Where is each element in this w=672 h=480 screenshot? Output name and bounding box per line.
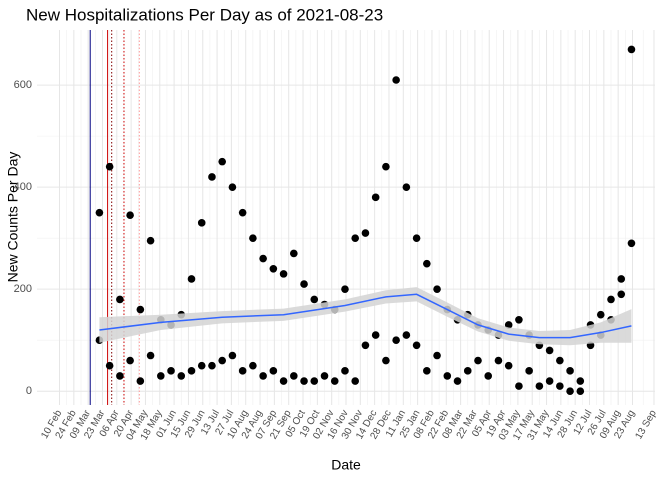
point [545, 346, 554, 355]
point [126, 356, 134, 365]
point [310, 377, 319, 385]
point [423, 367, 431, 375]
point [545, 377, 554, 385]
point [463, 367, 472, 375]
point [627, 45, 636, 54]
point [300, 377, 308, 385]
point [556, 382, 564, 390]
y-tick-label: 0 [26, 385, 32, 397]
point [556, 356, 564, 365]
point [228, 351, 237, 360]
point [371, 193, 380, 202]
point [484, 372, 493, 380]
point [412, 341, 421, 350]
point [249, 361, 257, 370]
y-axis-label: New Counts Per Day [5, 152, 21, 283]
point [218, 157, 226, 166]
point [105, 162, 114, 171]
point [443, 372, 452, 380]
point [361, 341, 370, 350]
point [126, 211, 134, 220]
point [157, 372, 165, 380]
confidence-band [99, 287, 632, 346]
y-tick-label: 200 [14, 283, 32, 295]
point [392, 336, 400, 345]
smooth-line [99, 293, 632, 339]
point [351, 377, 360, 385]
point [269, 367, 278, 375]
point [259, 254, 267, 263]
point [617, 275, 626, 283]
point [300, 280, 308, 288]
point [576, 377, 585, 385]
point [566, 367, 574, 375]
point [402, 183, 411, 191]
point [197, 361, 206, 370]
point [341, 367, 349, 375]
point [627, 239, 636, 248]
point [177, 372, 186, 380]
point [136, 377, 145, 385]
point [566, 387, 574, 396]
point [146, 236, 155, 245]
point [228, 183, 237, 191]
point [136, 305, 145, 314]
point [494, 356, 503, 365]
y-tick-label: 400 [14, 181, 32, 193]
point [371, 331, 380, 339]
point [218, 356, 226, 365]
point [453, 377, 462, 385]
point [116, 372, 124, 380]
point [310, 295, 319, 304]
point [238, 208, 247, 217]
point [197, 219, 206, 227]
point [392, 76, 400, 84]
point [423, 259, 431, 268]
point [382, 162, 390, 171]
point [617, 290, 626, 299]
point [515, 315, 523, 324]
x-axis-label: Date [331, 457, 361, 473]
point [607, 295, 615, 304]
point [116, 295, 124, 304]
point [412, 234, 421, 242]
point [208, 173, 216, 181]
point [576, 387, 585, 396]
point [95, 208, 104, 217]
point [238, 367, 247, 375]
point [504, 321, 513, 329]
point [279, 377, 288, 385]
point [433, 351, 441, 360]
point [279, 270, 288, 278]
point [187, 275, 196, 283]
point [167, 367, 175, 375]
point [474, 356, 482, 365]
point [535, 382, 544, 390]
point [515, 382, 523, 390]
point [351, 234, 360, 242]
point [330, 377, 339, 385]
point [402, 331, 411, 339]
point [433, 285, 441, 293]
point [596, 310, 605, 319]
x-tick-label: 13 Sep [633, 408, 659, 441]
point [269, 264, 278, 273]
point [290, 249, 298, 258]
point [341, 285, 349, 293]
point [187, 367, 196, 375]
point [259, 372, 267, 380]
point [382, 356, 390, 365]
chart-title: New Hospitalizations Per Day as of 2021-… [26, 5, 383, 24]
point [290, 372, 298, 380]
point [249, 234, 257, 242]
point [208, 361, 216, 370]
point [146, 351, 155, 360]
point [361, 229, 370, 237]
point [504, 361, 513, 370]
point [525, 367, 533, 375]
y-tick-label: 600 [14, 79, 32, 91]
point [320, 372, 329, 380]
point [105, 361, 114, 370]
